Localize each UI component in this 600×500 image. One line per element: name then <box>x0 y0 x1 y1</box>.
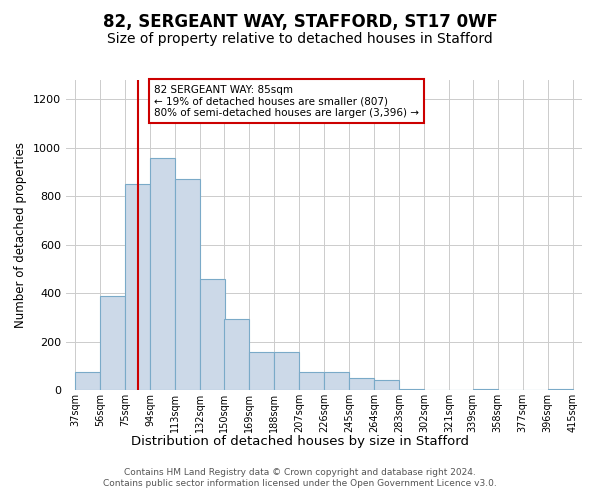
Text: Distribution of detached houses by size in Stafford: Distribution of detached houses by size … <box>131 435 469 448</box>
Text: Contains HM Land Registry data © Crown copyright and database right 2024.
Contai: Contains HM Land Registry data © Crown c… <box>103 468 497 487</box>
Text: Size of property relative to detached houses in Stafford: Size of property relative to detached ho… <box>107 32 493 46</box>
Bar <box>274 352 299 390</box>
Bar <box>100 296 125 390</box>
Bar <box>175 180 200 390</box>
Bar <box>224 318 249 390</box>
Bar <box>75 372 100 390</box>
Bar <box>150 158 175 390</box>
Text: 82, SERGEANT WAY, STAFFORD, ST17 0WF: 82, SERGEANT WAY, STAFFORD, ST17 0WF <box>103 12 497 30</box>
Bar <box>473 389 498 390</box>
Y-axis label: Number of detached properties: Number of detached properties <box>14 142 28 328</box>
Bar <box>200 278 225 390</box>
Bar <box>125 184 150 390</box>
Bar <box>399 389 424 390</box>
Bar <box>374 380 399 390</box>
Text: 82 SERGEANT WAY: 85sqm
← 19% of detached houses are smaller (807)
80% of semi-de: 82 SERGEANT WAY: 85sqm ← 19% of detached… <box>154 84 419 118</box>
Bar <box>349 378 374 390</box>
Bar <box>299 372 324 390</box>
Bar <box>324 372 349 390</box>
Bar <box>249 352 274 390</box>
Bar <box>548 389 573 390</box>
